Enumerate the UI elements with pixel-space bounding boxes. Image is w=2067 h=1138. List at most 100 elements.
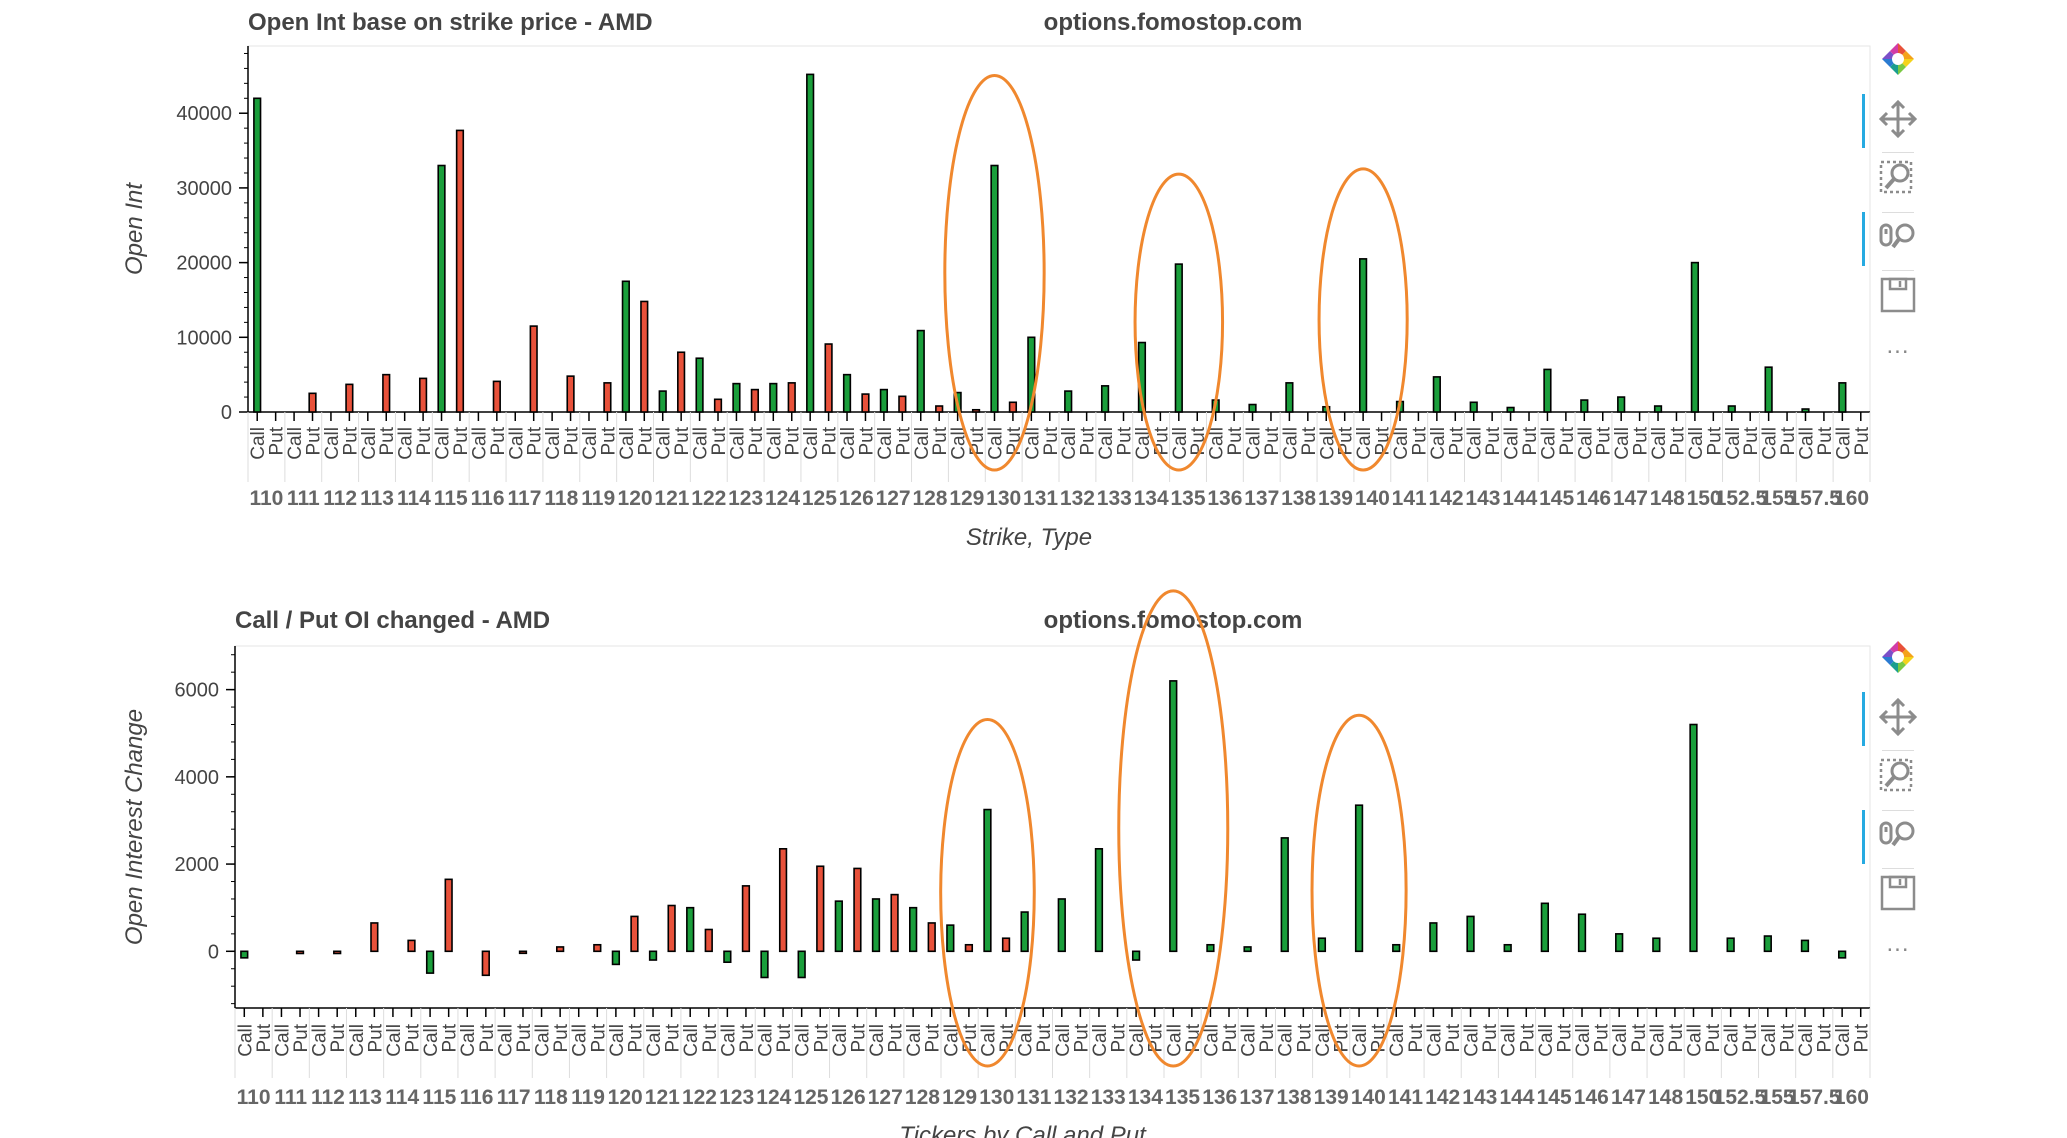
bar-put-123[interactable] [750, 388, 759, 413]
bar-put-124[interactable] [787, 382, 796, 413]
bar-call-146[interactable] [1577, 913, 1587, 953]
bar-put-129[interactable] [971, 408, 981, 413]
toolbar-more-button[interactable]: ... [1886, 930, 1910, 957]
wheel-zoom-tool[interactable] [1862, 212, 1928, 266]
bar-put-128[interactable] [927, 922, 936, 953]
bar-call-157.5[interactable] [1801, 408, 1810, 413]
box-zoom-tool[interactable] [1868, 152, 1928, 206]
bar-put-112[interactable] [333, 950, 342, 955]
bar-put-119[interactable] [593, 943, 602, 953]
bar-call-143[interactable] [1466, 915, 1475, 953]
bar-put-115[interactable] [444, 878, 453, 953]
bar-call-136[interactable] [1206, 943, 1215, 953]
bar-call-127[interactable] [871, 898, 881, 953]
bar-call-128[interactable] [916, 329, 925, 413]
bar-call-150[interactable] [1689, 723, 1698, 953]
bar-call-125[interactable] [797, 950, 806, 979]
bar-put-114[interactable] [418, 377, 428, 413]
bar-put-124[interactable] [778, 848, 788, 953]
bar-put-118[interactable] [566, 375, 575, 413]
save-tool[interactable] [1868, 868, 1928, 922]
bar-call-120[interactable] [621, 280, 630, 413]
bar-call-147[interactable] [1615, 933, 1624, 953]
bar-call-144[interactable] [1506, 406, 1515, 413]
bar-call-126[interactable] [842, 373, 852, 413]
bar-call-122[interactable] [695, 357, 704, 413]
bar-call-122[interactable] [686, 906, 695, 953]
bar-call-132[interactable] [1057, 898, 1066, 953]
bar-put-117[interactable] [529, 325, 538, 413]
bar-put-116[interactable] [492, 380, 501, 413]
bar-call-110[interactable] [253, 97, 262, 413]
bar-call-124[interactable] [769, 382, 778, 413]
bar-put-125[interactable] [824, 343, 833, 413]
pan-tool[interactable] [1862, 692, 1928, 746]
bar-put-120[interactable] [640, 300, 649, 413]
bar-call-140[interactable] [1359, 258, 1368, 413]
bar-put-115[interactable] [455, 129, 465, 413]
save-tool[interactable] [1868, 270, 1928, 324]
bar-put-120[interactable] [630, 915, 639, 953]
bar-call-130[interactable] [983, 808, 992, 953]
bar-call-145[interactable] [1543, 368, 1552, 413]
bar-call-131[interactable] [1027, 336, 1036, 413]
bar-call-127[interactable] [879, 388, 889, 413]
bar-put-128[interactable] [935, 405, 944, 413]
bar-put-129[interactable] [964, 943, 974, 953]
bar-call-128[interactable] [909, 906, 918, 953]
bar-put-117[interactable] [518, 950, 528, 955]
bar-call-133[interactable] [1100, 385, 1110, 413]
bar-call-148[interactable] [1652, 937, 1661, 953]
bar-call-123[interactable] [723, 950, 732, 964]
bar-call-155[interactable] [1764, 366, 1773, 413]
bar-call-150[interactable] [1690, 261, 1700, 413]
bar-call-141[interactable] [1392, 943, 1401, 953]
pan-tool[interactable] [1862, 94, 1928, 148]
bar-put-118[interactable] [555, 946, 565, 953]
bar-call-132[interactable] [1064, 390, 1073, 413]
bar-call-144[interactable] [1503, 943, 1512, 953]
bar-put-113[interactable] [370, 922, 379, 953]
bar-put-130[interactable] [1008, 401, 1018, 413]
bar-call-123[interactable] [732, 382, 741, 413]
bar-call-142[interactable] [1432, 376, 1441, 413]
bar-put-127[interactable] [898, 395, 907, 413]
bar-call-142[interactable] [1429, 922, 1438, 953]
bar-put-111[interactable] [295, 950, 305, 955]
bar-call-115[interactable] [437, 164, 446, 413]
bar-call-155[interactable] [1763, 935, 1772, 953]
bar-put-121[interactable] [677, 351, 686, 413]
bar-call-152.5[interactable] [1726, 937, 1735, 953]
bar-call-124[interactable] [760, 950, 769, 979]
bar-put-112[interactable] [345, 383, 354, 413]
bar-call-115[interactable] [425, 950, 435, 974]
bar-call-121[interactable] [648, 950, 658, 961]
bar-call-137[interactable] [1243, 946, 1252, 953]
bar-call-120[interactable] [611, 950, 621, 966]
bar-call-129[interactable] [946, 924, 955, 953]
bar-call-137[interactable] [1248, 403, 1257, 413]
bar-put-125[interactable] [816, 865, 825, 953]
bar-put-116[interactable] [481, 950, 490, 977]
bar-call-110[interactable] [240, 950, 249, 959]
wheel-zoom-tool[interactable] [1862, 810, 1928, 864]
bar-put-130[interactable] [1001, 937, 1011, 953]
bar-call-130[interactable] [990, 164, 999, 413]
bar-call-148[interactable] [1653, 405, 1663, 413]
bar-put-126[interactable] [853, 867, 862, 953]
bar-put-114[interactable] [407, 939, 416, 953]
bar-call-134[interactable] [1131, 950, 1141, 961]
bar-put-119[interactable] [603, 382, 612, 413]
bar-call-147[interactable] [1617, 396, 1626, 413]
bar-call-160[interactable] [1837, 950, 1847, 959]
bar-call-140[interactable] [1354, 804, 1364, 953]
toolbar-more-button[interactable]: ... [1886, 332, 1910, 359]
bar-call-145[interactable] [1540, 902, 1550, 953]
bar-call-160[interactable] [1838, 382, 1847, 413]
bar-put-123[interactable] [741, 885, 751, 953]
box-zoom-tool[interactable] [1868, 750, 1928, 804]
bar-call-146[interactable] [1580, 399, 1589, 413]
bar-call-138[interactable] [1285, 382, 1294, 413]
bar-call-139[interactable] [1317, 937, 1327, 953]
bar-call-133[interactable] [1094, 848, 1104, 953]
